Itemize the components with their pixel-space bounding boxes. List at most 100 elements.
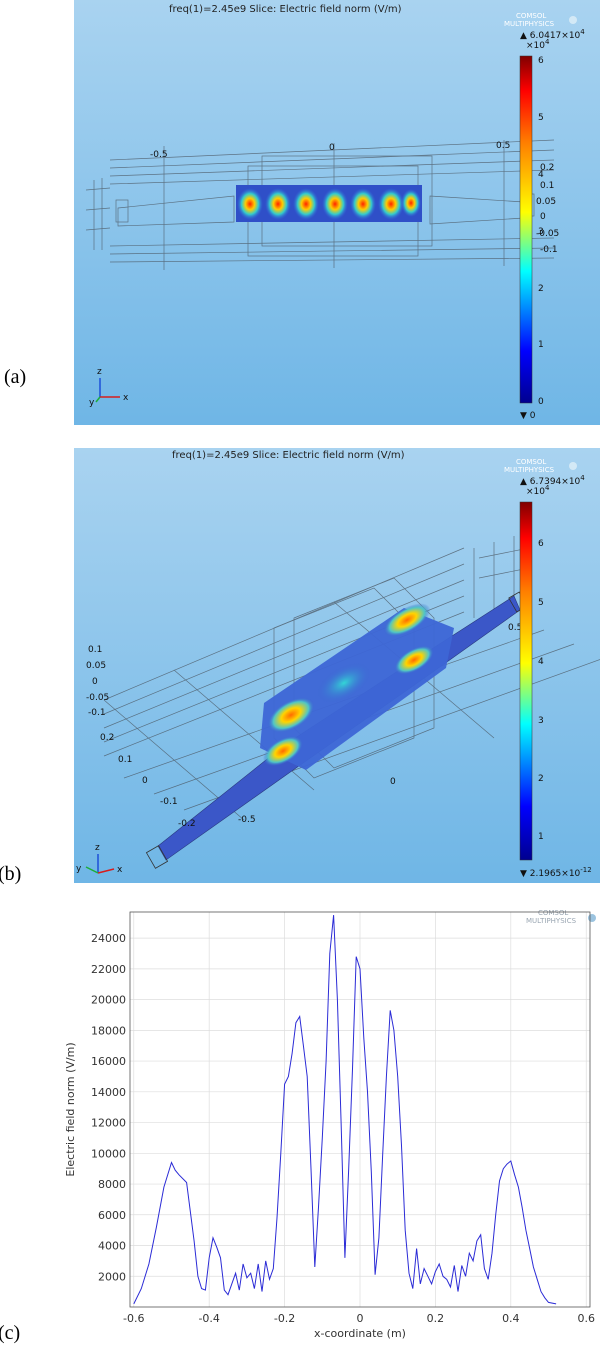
axis-label: 0 xyxy=(540,212,546,222)
comsol-logo-icon xyxy=(569,16,577,24)
axis-triad-icon: z x y xyxy=(76,843,123,875)
triad-z-label: z xyxy=(97,367,102,377)
field-hotspot xyxy=(293,188,319,220)
triad-x-label: x xyxy=(123,393,129,403)
x-tick-label: 0.4 xyxy=(502,1312,520,1325)
y-tick-label: 6000 xyxy=(98,1209,126,1222)
axis-label-z: 0.05 xyxy=(86,661,106,671)
colorbar xyxy=(519,501,533,861)
panel-label-c: (c) xyxy=(0,1322,21,1344)
field-hotspot xyxy=(401,189,421,217)
axis-label-x: 0 xyxy=(390,777,396,787)
y-tick-labels: 2000 4000 6000 8000 10000 12000 14000 16000 1800… xyxy=(91,932,126,1283)
comsol-logo-text: COMSOL xyxy=(516,12,546,20)
axis-label: 0.1 xyxy=(540,181,554,191)
colorbar-max-label: ▲ 6.0417×104 xyxy=(520,28,585,41)
field-line-chart: COMSOL MULTIPHYSICS 2000 4000 6000 8000 1000… xyxy=(60,905,600,1349)
comsol-logo-text-2: MULTIPHYSICS xyxy=(526,917,577,925)
x-tick-labels: -0.6 -0.4 -0.2 0 0.2 0.4 0.6 xyxy=(123,1312,595,1325)
chart-grid xyxy=(130,912,590,1307)
triad-x-label: x xyxy=(117,865,123,875)
axis-label: -0.1 xyxy=(540,245,558,255)
colorbar-min-label: ▼ 0 xyxy=(520,411,536,421)
x-tick-label: 0.6 xyxy=(577,1312,595,1325)
colorbar-ticks: 6 5 4 3 2 1 xyxy=(538,539,544,842)
series-line xyxy=(133,915,557,1305)
comsol-logo-text: COMSOL xyxy=(538,909,568,917)
field-hotspot xyxy=(383,603,431,637)
colorbar-tick: 1 xyxy=(538,832,544,842)
y-tick-label: 14000 xyxy=(91,1086,126,1099)
triad-y-label: y xyxy=(89,398,95,408)
axis-label: 0.2 xyxy=(540,163,554,173)
x-axis-label: x-coordinate (m) xyxy=(314,1327,406,1340)
axis-label-z: 0 xyxy=(92,677,98,687)
axis-label: 0.05 xyxy=(536,197,556,207)
x-tick-label: -0.4 xyxy=(198,1312,219,1325)
colorbar-tick: 5 xyxy=(538,113,544,123)
colorbar-ticks: 6 5 4 3 2 1 0 xyxy=(538,56,544,407)
axis-label-z: -0.1 xyxy=(88,708,106,718)
colorbar-tick: 6 xyxy=(538,539,544,549)
field-hotspot xyxy=(378,188,404,220)
panel-label-a: (a) xyxy=(4,366,27,388)
y-tick-label: 2000 xyxy=(98,1270,126,1283)
colorbar-tick: 6 xyxy=(538,56,544,66)
y-axis-label: Electric field norm (V/m) xyxy=(64,1042,77,1176)
y-tick-label: 4000 xyxy=(98,1240,126,1253)
colorbar-scale-label: ×104 xyxy=(526,484,550,497)
axis-label: -0.05 xyxy=(536,229,559,239)
x-tick-label: 0.2 xyxy=(427,1312,445,1325)
axis-label-z: -0.05 xyxy=(86,693,109,703)
colorbar-tick: 5 xyxy=(538,598,544,608)
comsol-logo-text-2: MULTIPHYSICS xyxy=(504,20,555,28)
x-tick-label: -0.2 xyxy=(274,1312,295,1325)
field-hotspot xyxy=(350,188,376,220)
y-tick-label: 18000 xyxy=(91,1024,126,1037)
colorbar-tick: 3 xyxy=(538,716,544,726)
axis-label: 0.5 xyxy=(496,141,510,151)
plot-frame xyxy=(129,911,591,1308)
axis-label-y: 0.1 xyxy=(118,755,132,765)
axis-label-x: 0.5 xyxy=(508,623,522,633)
axis-label-y: -0.2 xyxy=(178,819,196,829)
axis-label: -0.5 xyxy=(150,150,168,160)
y-tick-label: 10000 xyxy=(91,1147,126,1160)
comsol-logo-text-2: MULTIPHYSICS xyxy=(504,466,555,474)
field-hotspot xyxy=(267,697,315,733)
axis-triad-icon: z x y xyxy=(89,367,129,408)
field-hotspot xyxy=(316,662,372,704)
colorbar-tick: 1 xyxy=(538,340,544,350)
y-tick-label: 20000 xyxy=(91,994,126,1007)
colorbar-tick: 2 xyxy=(538,284,544,294)
field-hotspot xyxy=(263,735,303,767)
field-hotspot xyxy=(322,188,348,220)
field-hotspot xyxy=(394,645,434,675)
colorbar xyxy=(519,55,533,404)
axis-label-y: 0.2 xyxy=(100,733,114,743)
y-tick-label: 16000 xyxy=(91,1055,126,1068)
comsol-logo-icon xyxy=(569,462,577,470)
y-tick-label: 22000 xyxy=(91,963,126,976)
axis-label-y: -0.1 xyxy=(160,797,178,807)
field-hotspot xyxy=(237,188,263,220)
axis-label-x: -0.5 xyxy=(238,815,256,825)
panel-label-b: (b) xyxy=(0,863,22,885)
y-tick-label: 8000 xyxy=(98,1178,126,1191)
colorbar-tick: 2 xyxy=(538,774,544,784)
field-slice-plot-b: freq(1)=2.45e9 Slice: Electric field nor… xyxy=(74,448,600,883)
axis-label-z: 0.1 xyxy=(88,645,102,655)
field-hotspot xyxy=(265,188,291,220)
colorbar-tick: 3 xyxy=(538,227,544,237)
y-tick-label: 24000 xyxy=(91,932,126,945)
triad-y-label: y xyxy=(76,864,82,874)
colorbar-scale-label: ×104 xyxy=(526,38,550,51)
comsol-logo-text: COMSOL xyxy=(516,458,546,466)
colorbar-tick: 0 xyxy=(538,397,544,407)
plot-title: freq(1)=2.45e9 Slice: Electric field nor… xyxy=(169,4,402,15)
triad-z-label: z xyxy=(95,843,100,853)
plot-title: freq(1)=2.45e9 Slice: Electric field nor… xyxy=(172,450,405,461)
field-slice-plot-a: freq(1)=2.45e9 Slice: Electric field nor… xyxy=(74,0,600,425)
port-end xyxy=(145,845,169,869)
colorbar-max-label: ▲ 6.7394×104 xyxy=(520,474,585,487)
